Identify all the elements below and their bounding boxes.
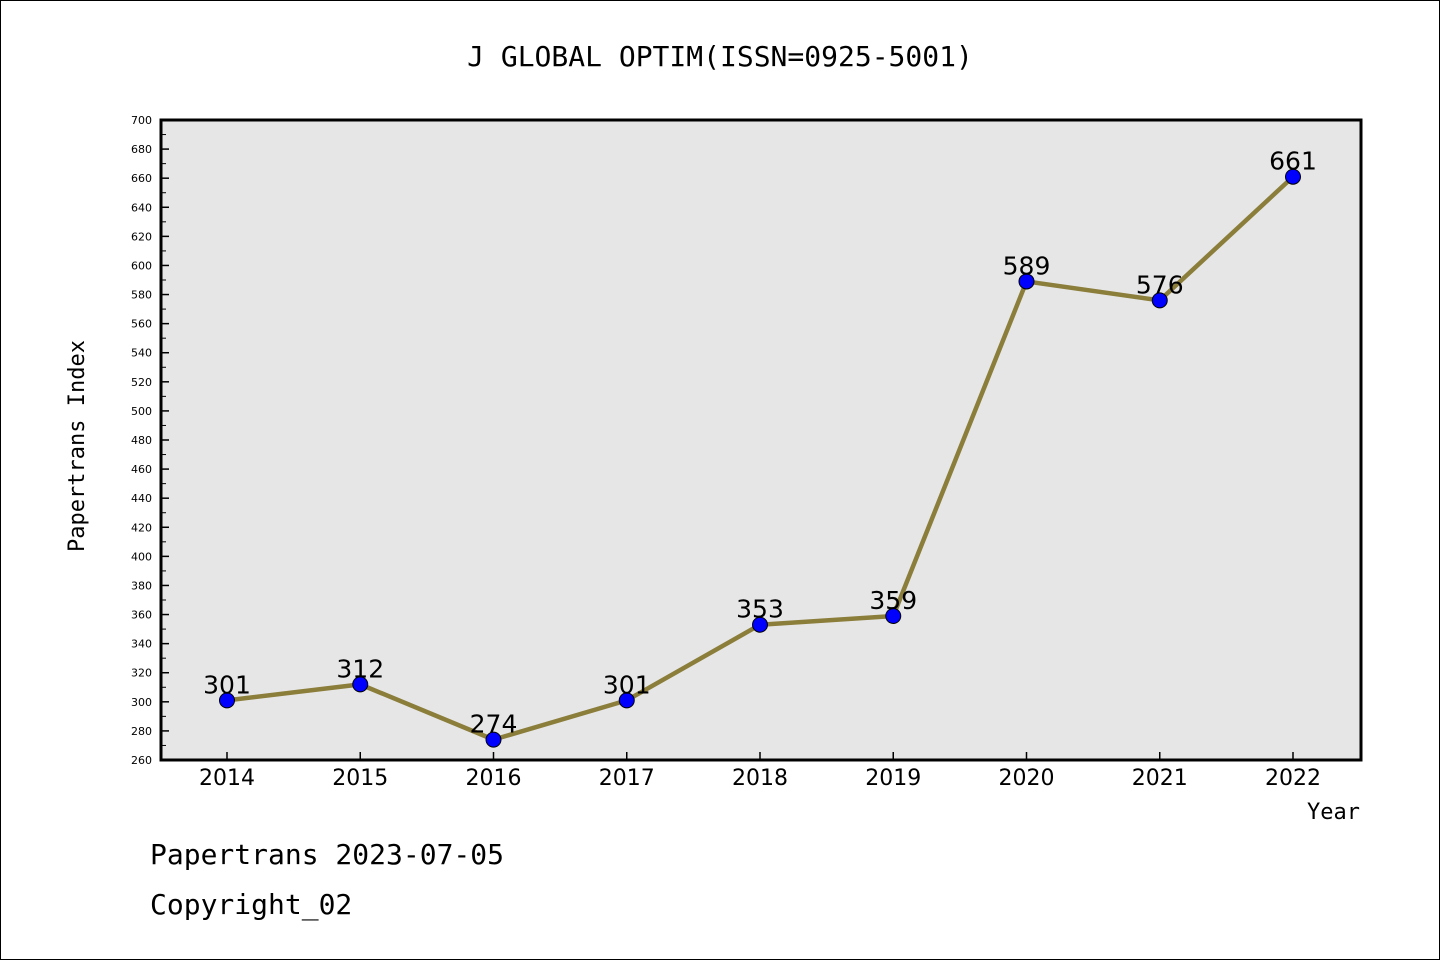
y-axis: 260 280 300 320 340 360 380 400 420 440 460 480 500 5… — [131, 114, 169, 767]
y-tick-label: 500 — [131, 405, 152, 418]
data-point — [1018, 273, 1035, 290]
x-axis-label: Year — [1307, 800, 1360, 825]
data-label: 274 — [470, 710, 518, 739]
data-point — [752, 616, 768, 633]
data-label: 301 — [203, 670, 251, 699]
data-point — [618, 692, 635, 709]
x-tick-label: 2021 — [1132, 766, 1188, 791]
y-tick-label: 380 — [131, 579, 152, 592]
marker-group — [219, 168, 1301, 748]
data-label-group: 301 312 274 301 353 359 589 576 661 — [203, 147, 1317, 739]
plot-area — [159, 118, 1363, 762]
y-tick-label: 620 — [131, 230, 152, 243]
x-tick-label: 2022 — [1265, 766, 1321, 791]
data-label: 576 — [1136, 270, 1184, 299]
y-tick-label: 700 — [131, 114, 152, 127]
x-tick-label: 2019 — [865, 766, 921, 791]
x-axis: 2014 2015 2016 2017 2018 2019 2020 2021 2022 — [199, 752, 1321, 791]
x-tick-label: 2016 — [466, 766, 522, 791]
y-tick-label: 520 — [131, 376, 152, 389]
x-tick-label: 2018 — [732, 766, 788, 791]
data-point — [352, 676, 369, 693]
y-tick-label: 680 — [131, 143, 152, 156]
data-label: 661 — [1269, 147, 1317, 176]
x-tick-label: 2015 — [332, 766, 388, 791]
data-point — [1285, 168, 1301, 185]
data-label: 589 — [1003, 251, 1051, 280]
data-label: 359 — [869, 586, 917, 615]
y-tick-label: 440 — [131, 492, 152, 505]
data-label: 312 — [336, 654, 384, 683]
footer-copyright: Copyright_02 — [150, 888, 352, 922]
y-tick-label: 480 — [131, 434, 152, 447]
data-label: 353 — [736, 595, 784, 624]
x-tick-label: 2017 — [599, 766, 655, 791]
x-tick-label: 2020 — [999, 766, 1055, 791]
y-tick-label: 460 — [131, 463, 152, 476]
y-axis-label: Papertrans Index — [65, 340, 90, 552]
y-tick-label: 560 — [131, 318, 152, 331]
y-tick-label: 300 — [131, 696, 152, 709]
y-tick-label: 660 — [131, 172, 152, 185]
y-tick-label: 600 — [131, 259, 152, 272]
data-point — [485, 731, 502, 748]
data-point — [219, 692, 235, 709]
y-tick-label: 280 — [131, 725, 152, 738]
data-point — [1151, 292, 1168, 309]
y-tick-label: 640 — [131, 201, 152, 214]
y-tick-label: 260 — [131, 754, 152, 767]
y-tick-label: 320 — [131, 667, 152, 680]
y-tick-label: 580 — [131, 289, 152, 302]
y-tick-label: 400 — [131, 550, 152, 563]
y-tick-label: 360 — [131, 609, 152, 622]
data-label: 301 — [603, 670, 651, 699]
data-point — [885, 608, 902, 624]
y-tick-label: 540 — [131, 347, 152, 360]
chart-title: J GLOBAL OPTIM(ISSN=0925-5001) — [467, 40, 973, 73]
footer-date: Papertrans 2023-07-05 — [150, 838, 504, 871]
y-tick-label: 340 — [131, 638, 152, 651]
y-tick-label: 420 — [131, 521, 152, 534]
x-tick-label: 2014 — [199, 766, 255, 791]
